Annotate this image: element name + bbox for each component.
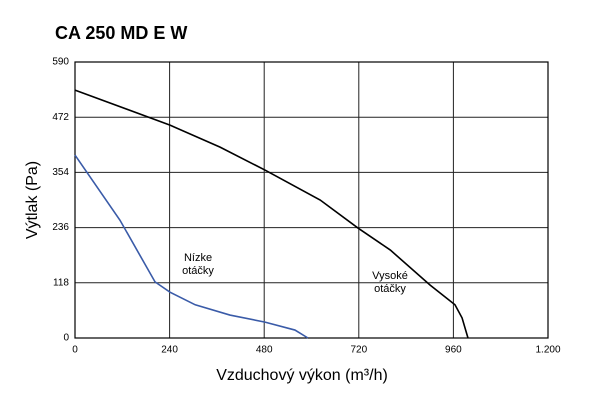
y-tick-label: 0 xyxy=(63,333,69,344)
x-tick-label: 1.200 xyxy=(535,345,560,356)
x-tick-label: 720 xyxy=(350,345,367,356)
chart-title: CA 250 MD E W xyxy=(55,23,187,43)
x-tick-label: 0 xyxy=(72,345,78,356)
x-tick-label: 240 xyxy=(161,345,178,356)
plot-frame xyxy=(74,61,549,339)
y-tick-label: 590 xyxy=(52,57,69,68)
annotation: Vysoké xyxy=(372,270,408,282)
x-tick-label: 480 xyxy=(256,345,273,356)
annotation: otáčky xyxy=(182,265,214,277)
y-tick-label: 354 xyxy=(52,167,69,178)
y-tick-label: 472 xyxy=(52,112,69,123)
y-tick-label: 236 xyxy=(52,222,69,233)
annotation: Nízke xyxy=(184,252,212,264)
series-line xyxy=(74,89,469,339)
y-axis-label: Výtlak (Pa) xyxy=(24,161,41,239)
y-tick-label: 118 xyxy=(53,277,69,288)
annotation: otáčky xyxy=(374,283,406,295)
x-axis-label: Vzduchový výkon (m³/h) xyxy=(216,367,388,384)
series-line xyxy=(74,154,309,339)
x-tick-label: 960 xyxy=(445,345,462,356)
